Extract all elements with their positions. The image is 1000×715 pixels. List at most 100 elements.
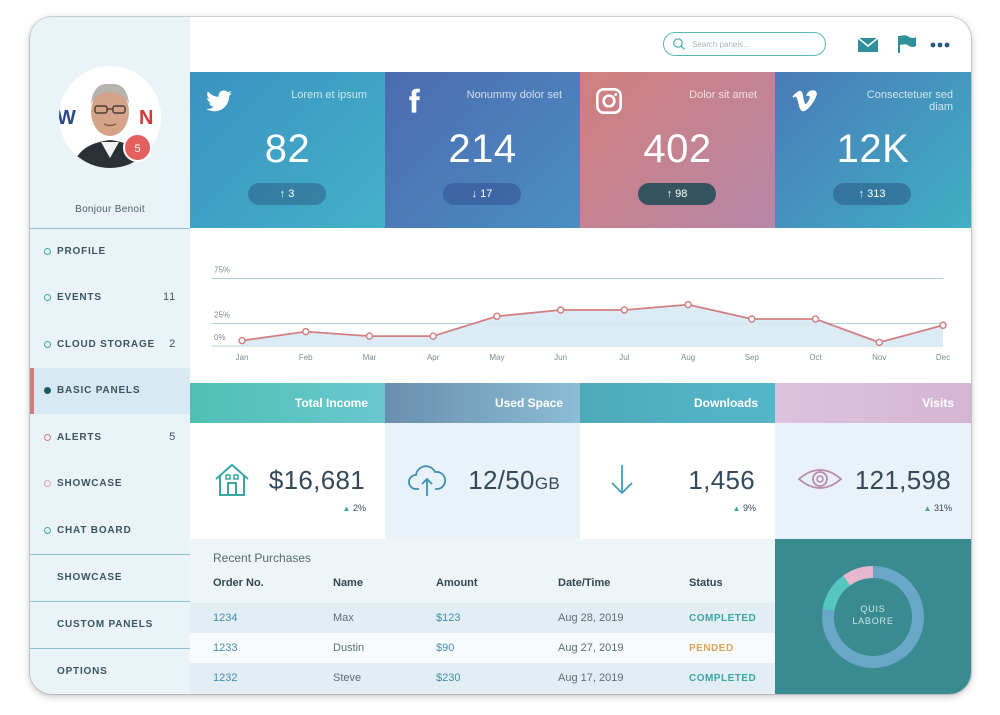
sidebar-item-chat-board[interactable]: CHAT BOARD <box>30 508 190 554</box>
tile-change-badge: ↓ 17 <box>443 183 521 205</box>
data-point <box>556 306 565 314</box>
search-input[interactable] <box>692 36 817 52</box>
table-row[interactable]: 1233 Dustin $90 Aug 27, 2019 PENDED <box>190 633 775 663</box>
data-point <box>875 338 884 347</box>
x-tick-label: Jun <box>554 353 567 362</box>
donut-label: QUIS LABORE <box>823 603 923 627</box>
column-header[interactable]: Name <box>333 577 363 589</box>
tile-description: Dolor sit amet <box>689 89 757 101</box>
kpi-card-total-income[interactable]: $16,681 ▲ 2% <box>190 423 385 539</box>
area-fill <box>242 304 943 346</box>
x-tick-label: Jul <box>619 353 629 362</box>
kpi-header-total-income: Total Income <box>190 383 385 423</box>
donut-label-line: LABORE <box>852 616 894 626</box>
donut-label-line: QUIS <box>860 604 886 614</box>
search-box[interactable] <box>663 32 826 56</box>
kpi-card-downloads[interactable]: 1,456 ▲ 9% <box>580 423 775 539</box>
cloud-upload-icon <box>408 465 446 496</box>
sidebar-item-profile[interactable]: PROFILE <box>30 229 190 275</box>
sidebar-item-showcase-2[interactable]: SHOWCASE <box>30 554 190 600</box>
sidebar-item-options[interactable]: OPTIONS <box>30 648 190 694</box>
sidebar-item-events[interactable]: EVENTS 11 <box>30 275 190 321</box>
more-icon[interactable] <box>930 42 950 48</box>
kpi-change: ▲ 9% <box>733 503 756 513</box>
facebook-stat-tile[interactable]: Nonummy dolor set 214 ↓ 17 <box>385 72 580 228</box>
sidebar-item-cloud-storage[interactable]: CLOUD STORAGE 2 <box>30 322 190 368</box>
customer-name: Max <box>333 612 354 624</box>
order-date: Aug 27, 2019 <box>558 642 624 654</box>
sidebar-item-basic-panels[interactable]: BASIC PANELS <box>30 368 190 414</box>
instagram-icon <box>596 88 622 114</box>
kpi-value: 12/50GB <box>468 465 560 496</box>
sidebar-item-alerts[interactable]: ALERTS 5 <box>30 415 190 461</box>
activity-chart: 0% 25% 75% Jan Feb Mar Apr May Jun Jul Aug Sep Oct No… <box>190 228 971 383</box>
x-tick-label: Aug <box>681 353 695 362</box>
donut-secondary-arc <box>822 575 851 612</box>
kpi-change: ▲ 31% <box>924 503 952 513</box>
greeting-text: Bonjour Benoit <box>75 204 145 215</box>
eye-icon <box>797 469 843 489</box>
column-header[interactable]: Amount <box>436 577 478 589</box>
tile-change-badge: ↑ 98 <box>638 183 716 205</box>
x-tick-label: Jan <box>236 353 249 362</box>
column-header[interactable]: Status <box>689 577 723 589</box>
data-point <box>365 332 374 340</box>
column-header[interactable]: Order No. <box>213 577 264 589</box>
svg-text:W: W <box>59 107 76 129</box>
sidebar-item-label: OPTIONS <box>57 666 108 677</box>
sidebar-item-custom-panels[interactable]: CUSTOM PANELS <box>30 601 190 647</box>
tile-value: 12K <box>836 127 910 171</box>
order-amount: $230 <box>436 672 461 684</box>
up-arrow-icon: ▲ <box>923 504 932 513</box>
notification-badge[interactable]: 5 <box>123 133 152 162</box>
kpi-value-number: 12/50 <box>468 465 535 495</box>
table-row[interactable]: 1232 Steve $230 Aug 17, 2019 COMPLETED <box>190 663 775 693</box>
series-line <box>241 303 944 344</box>
sidebar-item-label: PROFILE <box>57 246 106 257</box>
instagram-stat-tile[interactable]: Dolor sit amet 402 ↑ 98 <box>580 72 775 228</box>
x-tick-label: May <box>489 353 504 362</box>
tile-value: 82 <box>264 127 311 171</box>
data-point <box>238 336 246 345</box>
vimeo-stat-tile[interactable]: Consectetuer sed diam 12K ↑ 313 <box>775 72 971 228</box>
tile-value: 214 <box>448 127 517 171</box>
flag-icon[interactable] <box>897 35 917 53</box>
order-amount: $90 <box>436 642 455 654</box>
x-tick-label: Sep <box>745 353 760 362</box>
x-tick-label: Oct <box>809 353 822 362</box>
sidebar-item-showcase[interactable]: SHOWCASE <box>30 461 190 507</box>
tile-value: 402 <box>643 127 712 171</box>
active-marker <box>30 368 34 414</box>
column-header[interactable]: Date/Time <box>558 577 611 589</box>
kpi-change: ▲ 2% <box>343 503 366 513</box>
recent-purchases-table: Recent Purchases Order No. Name Amount D… <box>190 539 775 694</box>
table-row[interactable]: 1234 Max $123 Aug 28, 2019 COMPLETED <box>190 603 775 633</box>
bullet-icon <box>44 248 51 255</box>
order-number: 1232 <box>213 672 238 684</box>
vimeo-icon <box>792 90 817 112</box>
twitter-icon <box>206 90 232 112</box>
bullet-icon <box>44 527 51 534</box>
bullet-icon <box>44 294 51 301</box>
donut-panel: QUIS LABORE <box>775 539 971 694</box>
status-badge: COMPLETED <box>689 613 757 624</box>
kpi-header-visits: Visits <box>775 383 971 423</box>
sidebar: W N 5 Bonjour Benoit PROFILE <box>30 17 190 694</box>
kpi-card-used-space[interactable]: 12/50GB <box>385 423 580 539</box>
order-amount: $123 <box>436 612 461 624</box>
kpi-header-used-space: Used Space <box>385 383 580 423</box>
bullet-icon <box>44 341 51 348</box>
x-tick-label: Nov <box>872 353 886 362</box>
arrow-down-icon <box>611 465 633 495</box>
tile-description: Nonummy dolor set <box>466 89 562 101</box>
mail-icon[interactable] <box>857 37 879 53</box>
data-point <box>748 315 756 323</box>
kpi-change-value: 31% <box>933 503 952 513</box>
kpi-card-visits[interactable]: 121,598 ▲ 31% <box>775 423 971 539</box>
x-tick-label: Mar <box>363 353 377 362</box>
sidebar-item-label: CHAT BOARD <box>57 525 132 536</box>
twitter-stat-tile[interactable]: Lorem et ipsum 82 ↑ 3 <box>190 72 385 228</box>
donut-chart[interactable] <box>775 539 971 694</box>
dashboard-window: W N 5 Bonjour Benoit PROFILE <box>30 17 971 694</box>
data-point <box>939 321 947 330</box>
